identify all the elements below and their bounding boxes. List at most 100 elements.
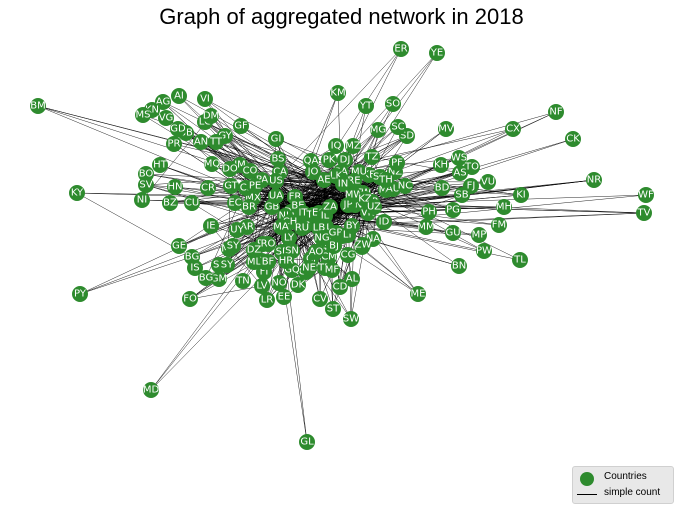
node-label: IT xyxy=(298,208,308,219)
edge-pw-sa-233 xyxy=(340,171,485,252)
node-ua: UA xyxy=(268,188,284,204)
node-label: PW xyxy=(476,246,492,257)
node-marker xyxy=(335,176,351,192)
node-pg: PG xyxy=(445,202,461,218)
node-gu: GU xyxy=(445,225,461,241)
node-marker xyxy=(254,278,270,294)
node-label: DO xyxy=(222,164,238,175)
node-marker xyxy=(378,172,394,188)
node-sb: SB xyxy=(454,187,470,203)
node-label: KH xyxy=(434,160,448,171)
node-tl: TL xyxy=(512,252,528,268)
edge-bm-in-9 xyxy=(37,105,344,185)
node-me: ME xyxy=(410,286,426,302)
node-label: ME xyxy=(411,289,426,300)
legend-edge-marker xyxy=(577,494,597,495)
node-marker xyxy=(314,230,330,246)
node-label: VU xyxy=(481,177,495,188)
node-mq: MQ xyxy=(204,156,220,172)
node-marker xyxy=(171,88,187,104)
node-label: EE xyxy=(278,292,291,303)
node-al: AL xyxy=(344,271,360,287)
node-marker xyxy=(390,119,406,135)
node-marker xyxy=(308,244,324,260)
node-label: CL xyxy=(240,183,253,194)
node-ht: HT xyxy=(152,157,168,173)
node-marker xyxy=(72,286,88,302)
node-label: LK xyxy=(330,171,343,182)
node-label: AS xyxy=(453,168,466,179)
node-label: NA xyxy=(366,234,380,245)
node-marker xyxy=(565,131,581,147)
node-label: TV xyxy=(637,208,651,219)
node-nf: NF xyxy=(548,104,564,120)
node-label: BZ xyxy=(163,198,177,209)
edge-ge-gb-466 xyxy=(178,206,273,247)
node-label: GE xyxy=(172,241,186,252)
node-marker xyxy=(167,179,183,195)
node-label: PA xyxy=(256,175,268,186)
node-label: LR xyxy=(261,295,274,306)
node-ly: LY xyxy=(281,230,297,246)
node-marker xyxy=(268,131,284,147)
node-label: DZ xyxy=(247,245,262,256)
node-label: PK xyxy=(323,155,336,166)
node-marker xyxy=(184,195,200,211)
node-ie: IE xyxy=(203,218,219,234)
node-label: CI xyxy=(306,254,316,265)
node-ck: CK xyxy=(565,131,581,147)
node-marker xyxy=(203,108,219,124)
node-marker xyxy=(343,311,359,327)
node-marker xyxy=(241,199,257,215)
node-ni: NI xyxy=(134,192,150,208)
node-ec: EC xyxy=(227,195,243,211)
node-label: CU xyxy=(185,198,199,209)
node-label: LB xyxy=(313,223,326,234)
node-marker xyxy=(434,180,450,196)
node-label: VG xyxy=(159,113,174,124)
node-label: MM xyxy=(417,222,434,233)
node-mg: MG xyxy=(370,122,386,138)
node-ng: NG xyxy=(314,230,330,246)
node-label: SD xyxy=(400,131,414,142)
node-label: QA xyxy=(304,156,319,167)
node-marker xyxy=(445,225,461,241)
node-label: NG xyxy=(314,233,329,244)
node-marker xyxy=(638,187,654,203)
node-label: KN xyxy=(145,105,159,116)
node-mm: MM xyxy=(417,219,435,235)
node-marker xyxy=(158,110,174,126)
node-is: IS xyxy=(187,260,203,276)
node-marker xyxy=(271,275,287,291)
node-cv: CV xyxy=(312,291,328,307)
edge-er-us-1 xyxy=(275,48,402,182)
node-marker xyxy=(260,254,276,270)
node-label: MH xyxy=(496,202,512,213)
node-label: GI xyxy=(271,134,282,145)
node-ae: AE xyxy=(316,172,332,188)
node-marker xyxy=(233,118,249,134)
node-label: PE xyxy=(249,181,261,192)
node-ge: GE xyxy=(171,238,187,254)
node-marker xyxy=(69,185,85,201)
node-marker xyxy=(366,199,382,215)
node-label: FJ xyxy=(467,181,476,192)
node-label: BG xyxy=(199,273,213,284)
node-ms: MS xyxy=(135,107,151,123)
edge-lt-sb-781 xyxy=(347,194,463,236)
node-marker xyxy=(152,157,168,173)
node-marker xyxy=(208,134,224,150)
node-label: MD xyxy=(143,385,160,396)
node-md: MD xyxy=(143,382,160,398)
node-uy: UY xyxy=(229,222,245,238)
node-marker xyxy=(452,165,468,181)
edge-cd-jp-499 xyxy=(339,204,349,288)
node-pe: PE xyxy=(247,178,263,194)
node-label: TO xyxy=(464,162,479,173)
node-marker xyxy=(429,45,445,61)
node-marker xyxy=(30,98,46,114)
node-marker xyxy=(166,136,182,152)
node-label: TN xyxy=(235,276,250,287)
node-marker xyxy=(225,238,241,254)
node-marker xyxy=(273,219,289,235)
